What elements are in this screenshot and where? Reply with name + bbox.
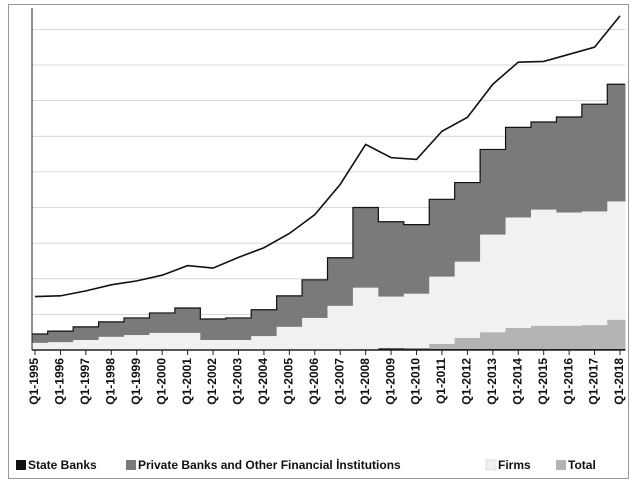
area-step (98, 336, 125, 350)
area-step (149, 312, 176, 333)
area-step (378, 221, 405, 297)
x-tick-label: Q1-1998 (103, 358, 117, 405)
legend-swatch (16, 460, 26, 470)
area-step (607, 84, 626, 202)
area-step (251, 336, 278, 350)
area-step (530, 325, 557, 349)
x-tick-label: Q1-2002 (205, 358, 219, 405)
area-step (454, 337, 481, 349)
area-step (505, 217, 532, 328)
stack-outline (32, 83, 625, 335)
area-step (327, 257, 354, 306)
area-step (302, 317, 328, 350)
area-step (225, 317, 252, 341)
area-step (480, 234, 507, 333)
area-step (251, 309, 278, 337)
x-tick-label: Q1-2007 (332, 358, 346, 405)
area-step (149, 332, 176, 350)
area-step (556, 325, 583, 349)
area-step (429, 343, 456, 349)
area-step (124, 317, 150, 336)
area-step (378, 348, 405, 350)
area-step (327, 305, 354, 350)
area-step (32, 342, 49, 350)
legend-label: State Banks (28, 458, 97, 472)
area-step (378, 296, 405, 349)
area-step (607, 319, 626, 349)
x-tick-label: Q1-2014 (510, 358, 524, 405)
x-tick-label: Q1-2018 (612, 358, 626, 405)
area-step (403, 293, 430, 349)
legend-label: Firms (498, 458, 531, 472)
x-tick-label: Q1-2004 (256, 358, 270, 405)
x-tick-label: Q1-2003 (231, 358, 245, 405)
area-step (174, 332, 201, 350)
area-step (352, 287, 379, 350)
area-step (200, 340, 227, 350)
area-step (429, 199, 456, 277)
area-step (32, 333, 49, 343)
area-step (454, 182, 481, 262)
area-step (530, 209, 557, 326)
x-tick-label: Q1-1995 (27, 358, 41, 405)
area-step (581, 325, 608, 349)
legend-swatch (485, 459, 497, 471)
area-step (556, 117, 583, 213)
area-step (73, 340, 100, 350)
area-step (505, 127, 532, 218)
area-step (225, 340, 252, 350)
x-tick-label: Q1-2006 (307, 358, 321, 405)
area-step (73, 326, 100, 341)
area-step (174, 307, 201, 333)
legend-swatch (556, 460, 566, 470)
area-step (480, 332, 507, 349)
area-step (276, 295, 303, 327)
area-step (352, 207, 379, 288)
area-step (581, 211, 608, 326)
x-tick-label: Q1-2001 (180, 358, 194, 405)
x-tick-label: Q1-2000 (154, 358, 168, 405)
area-step (98, 321, 125, 337)
x-tick-label: Q1-2009 (383, 358, 397, 405)
area-step (47, 331, 74, 343)
area-step (276, 326, 303, 350)
x-tick-label: Q1-2005 (282, 358, 296, 405)
area-step (47, 342, 74, 350)
area-step (530, 122, 557, 210)
x-tick-label: Q1-1997 (78, 358, 92, 405)
x-tick-label: Q1-2017 (587, 358, 601, 405)
x-tick-label: Q1-2008 (358, 358, 372, 405)
x-tick-label: Q1-2016 (561, 358, 575, 405)
area-step (581, 104, 608, 212)
area-step (429, 276, 456, 344)
frame (8, 4, 629, 479)
legend-label: Private Banks and Other Financial İnstit… (138, 457, 401, 472)
legend-swatch (126, 460, 136, 470)
x-tick-label: Q1-2013 (485, 358, 499, 405)
area-step (200, 319, 227, 341)
area-step (302, 279, 328, 318)
x-tick-label: Q1-1999 (129, 358, 143, 405)
area-step (480, 149, 507, 235)
x-tick-label: Q1-2011 (434, 358, 448, 404)
area-step (556, 212, 583, 326)
area-step (505, 327, 532, 349)
outer-line (34, 15, 621, 298)
x-tick-label: Q1-2015 (536, 358, 550, 405)
area-step (124, 335, 150, 350)
x-tick-label: Q1-1996 (53, 358, 67, 405)
x-tick-label: Q1-2012 (460, 358, 474, 405)
area-step (403, 224, 430, 294)
x-tick-label: Q1-2010 (409, 358, 423, 405)
legend-label: Total (568, 458, 596, 472)
area-step (454, 261, 481, 338)
area-step (607, 201, 626, 320)
